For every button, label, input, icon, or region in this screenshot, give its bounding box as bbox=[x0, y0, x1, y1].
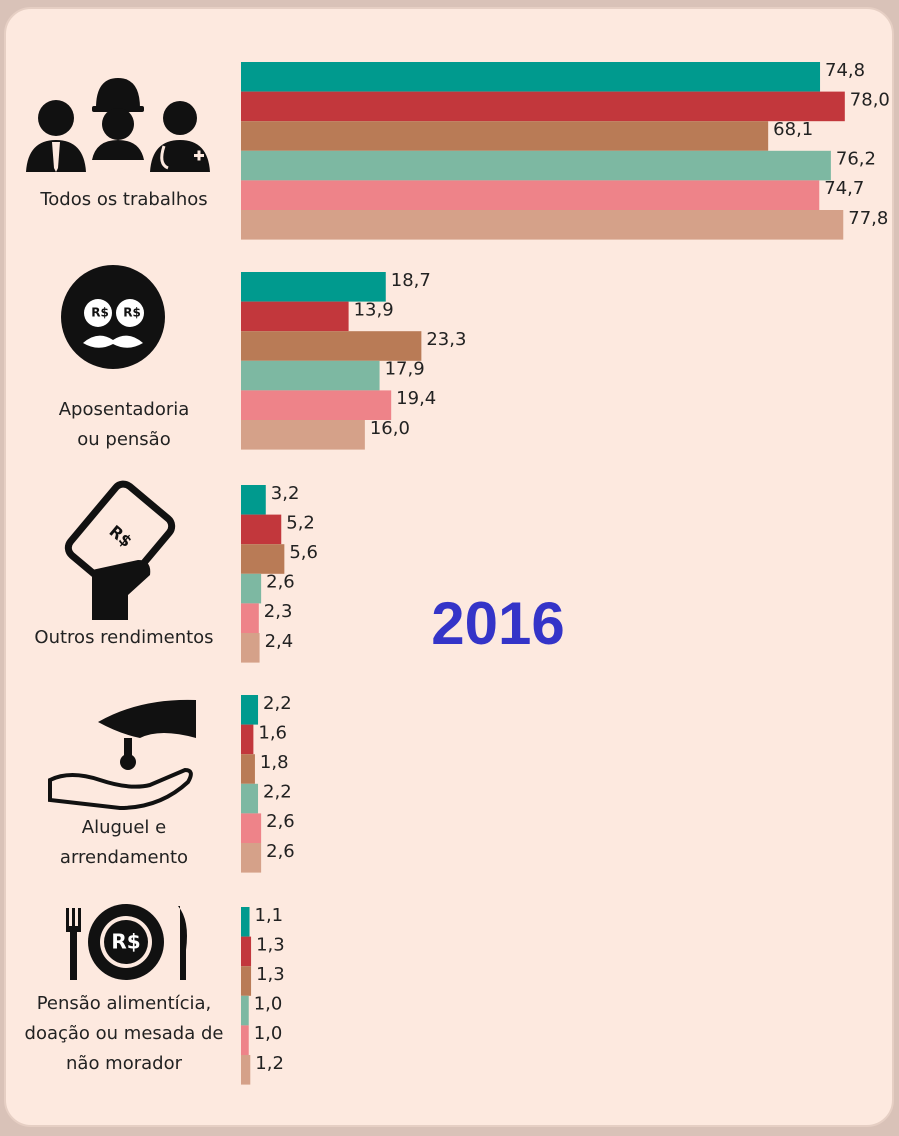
bar bbox=[241, 936, 252, 967]
value-label: 16,0 bbox=[370, 418, 410, 439]
bar bbox=[241, 360, 380, 391]
bar bbox=[241, 843, 262, 873]
value-label: 1,0 bbox=[254, 994, 283, 1015]
value-label: 1,8 bbox=[260, 752, 289, 773]
value-label: 3,2 bbox=[271, 483, 300, 504]
value-label: 76,2 bbox=[836, 149, 876, 170]
value-label: 2,4 bbox=[265, 631, 294, 652]
bar bbox=[241, 62, 821, 92]
icon-workers bbox=[26, 78, 210, 172]
value-label: 2,6 bbox=[266, 841, 295, 862]
value-label: 2,2 bbox=[263, 782, 292, 803]
icon-text: R$ bbox=[111, 930, 140, 954]
bar bbox=[241, 573, 262, 604]
bar bbox=[241, 754, 255, 784]
value-label: 5,2 bbox=[286, 512, 315, 533]
value-label: 5,6 bbox=[289, 542, 318, 563]
category-label: Pensão alimentícia, bbox=[37, 993, 212, 1014]
value-label: 1,3 bbox=[256, 964, 285, 985]
category-label: ou pensão bbox=[77, 429, 170, 450]
value-label: 17,9 bbox=[385, 359, 425, 380]
panel bbox=[4, 7, 894, 1127]
bar bbox=[241, 966, 252, 996]
bar bbox=[241, 485, 266, 515]
value-label: 74,7 bbox=[824, 178, 864, 199]
bar bbox=[241, 514, 282, 545]
value-label: 1,6 bbox=[258, 722, 287, 743]
bar bbox=[241, 420, 365, 450]
category-label: Aluguel e bbox=[82, 817, 166, 838]
value-label: 18,7 bbox=[391, 270, 431, 291]
bar bbox=[241, 603, 259, 633]
bar bbox=[241, 783, 259, 814]
icon-other bbox=[64, 480, 176, 620]
value-label: 2,6 bbox=[266, 572, 295, 593]
value-label: 1,2 bbox=[255, 1053, 284, 1074]
value-label: 2,3 bbox=[264, 601, 293, 622]
value-label: 68,1 bbox=[773, 119, 813, 140]
bar bbox=[241, 272, 386, 302]
bar bbox=[241, 695, 259, 725]
icon-rent bbox=[48, 699, 196, 811]
bar bbox=[241, 180, 820, 210]
bar bbox=[241, 301, 349, 332]
category-label: não morador bbox=[66, 1053, 183, 1074]
bar bbox=[241, 1055, 251, 1085]
value-label: 19,4 bbox=[396, 388, 436, 409]
bar bbox=[241, 390, 392, 420]
annotation: 2016 bbox=[431, 590, 564, 657]
icon-alimony bbox=[66, 904, 187, 980]
icon-text: R$ bbox=[123, 306, 141, 320]
value-label: 13,9 bbox=[354, 299, 394, 320]
bar bbox=[241, 121, 769, 151]
icon-text: R$ bbox=[91, 306, 109, 320]
value-label: 74,8 bbox=[825, 60, 865, 81]
category-label: Todos os trabalhos bbox=[39, 189, 207, 210]
category-label: Aposentadoria bbox=[59, 399, 190, 420]
bar bbox=[241, 91, 845, 122]
value-label: 2,6 bbox=[266, 811, 295, 832]
bar bbox=[241, 724, 254, 755]
bar bbox=[241, 1025, 249, 1055]
bar bbox=[241, 331, 422, 361]
value-label: 1,3 bbox=[256, 934, 285, 955]
bar bbox=[241, 210, 844, 240]
bar bbox=[241, 150, 831, 181]
bar bbox=[241, 995, 249, 1026]
value-label: 23,3 bbox=[426, 329, 466, 350]
category-label: doação ou mesada de bbox=[25, 1023, 224, 1044]
category-label: arrendamento bbox=[60, 847, 188, 868]
value-label: 1,1 bbox=[255, 905, 284, 926]
bar bbox=[241, 813, 262, 843]
value-label: 2,2 bbox=[263, 693, 292, 714]
value-label: 1,0 bbox=[254, 1023, 283, 1044]
bar bbox=[241, 633, 260, 663]
value-label: 78,0 bbox=[850, 89, 890, 110]
category-label: Outros rendimentos bbox=[34, 627, 213, 648]
icon-pension bbox=[61, 265, 165, 369]
bar bbox=[241, 544, 285, 574]
value-label: 77,8 bbox=[848, 208, 888, 229]
bar bbox=[241, 907, 250, 937]
